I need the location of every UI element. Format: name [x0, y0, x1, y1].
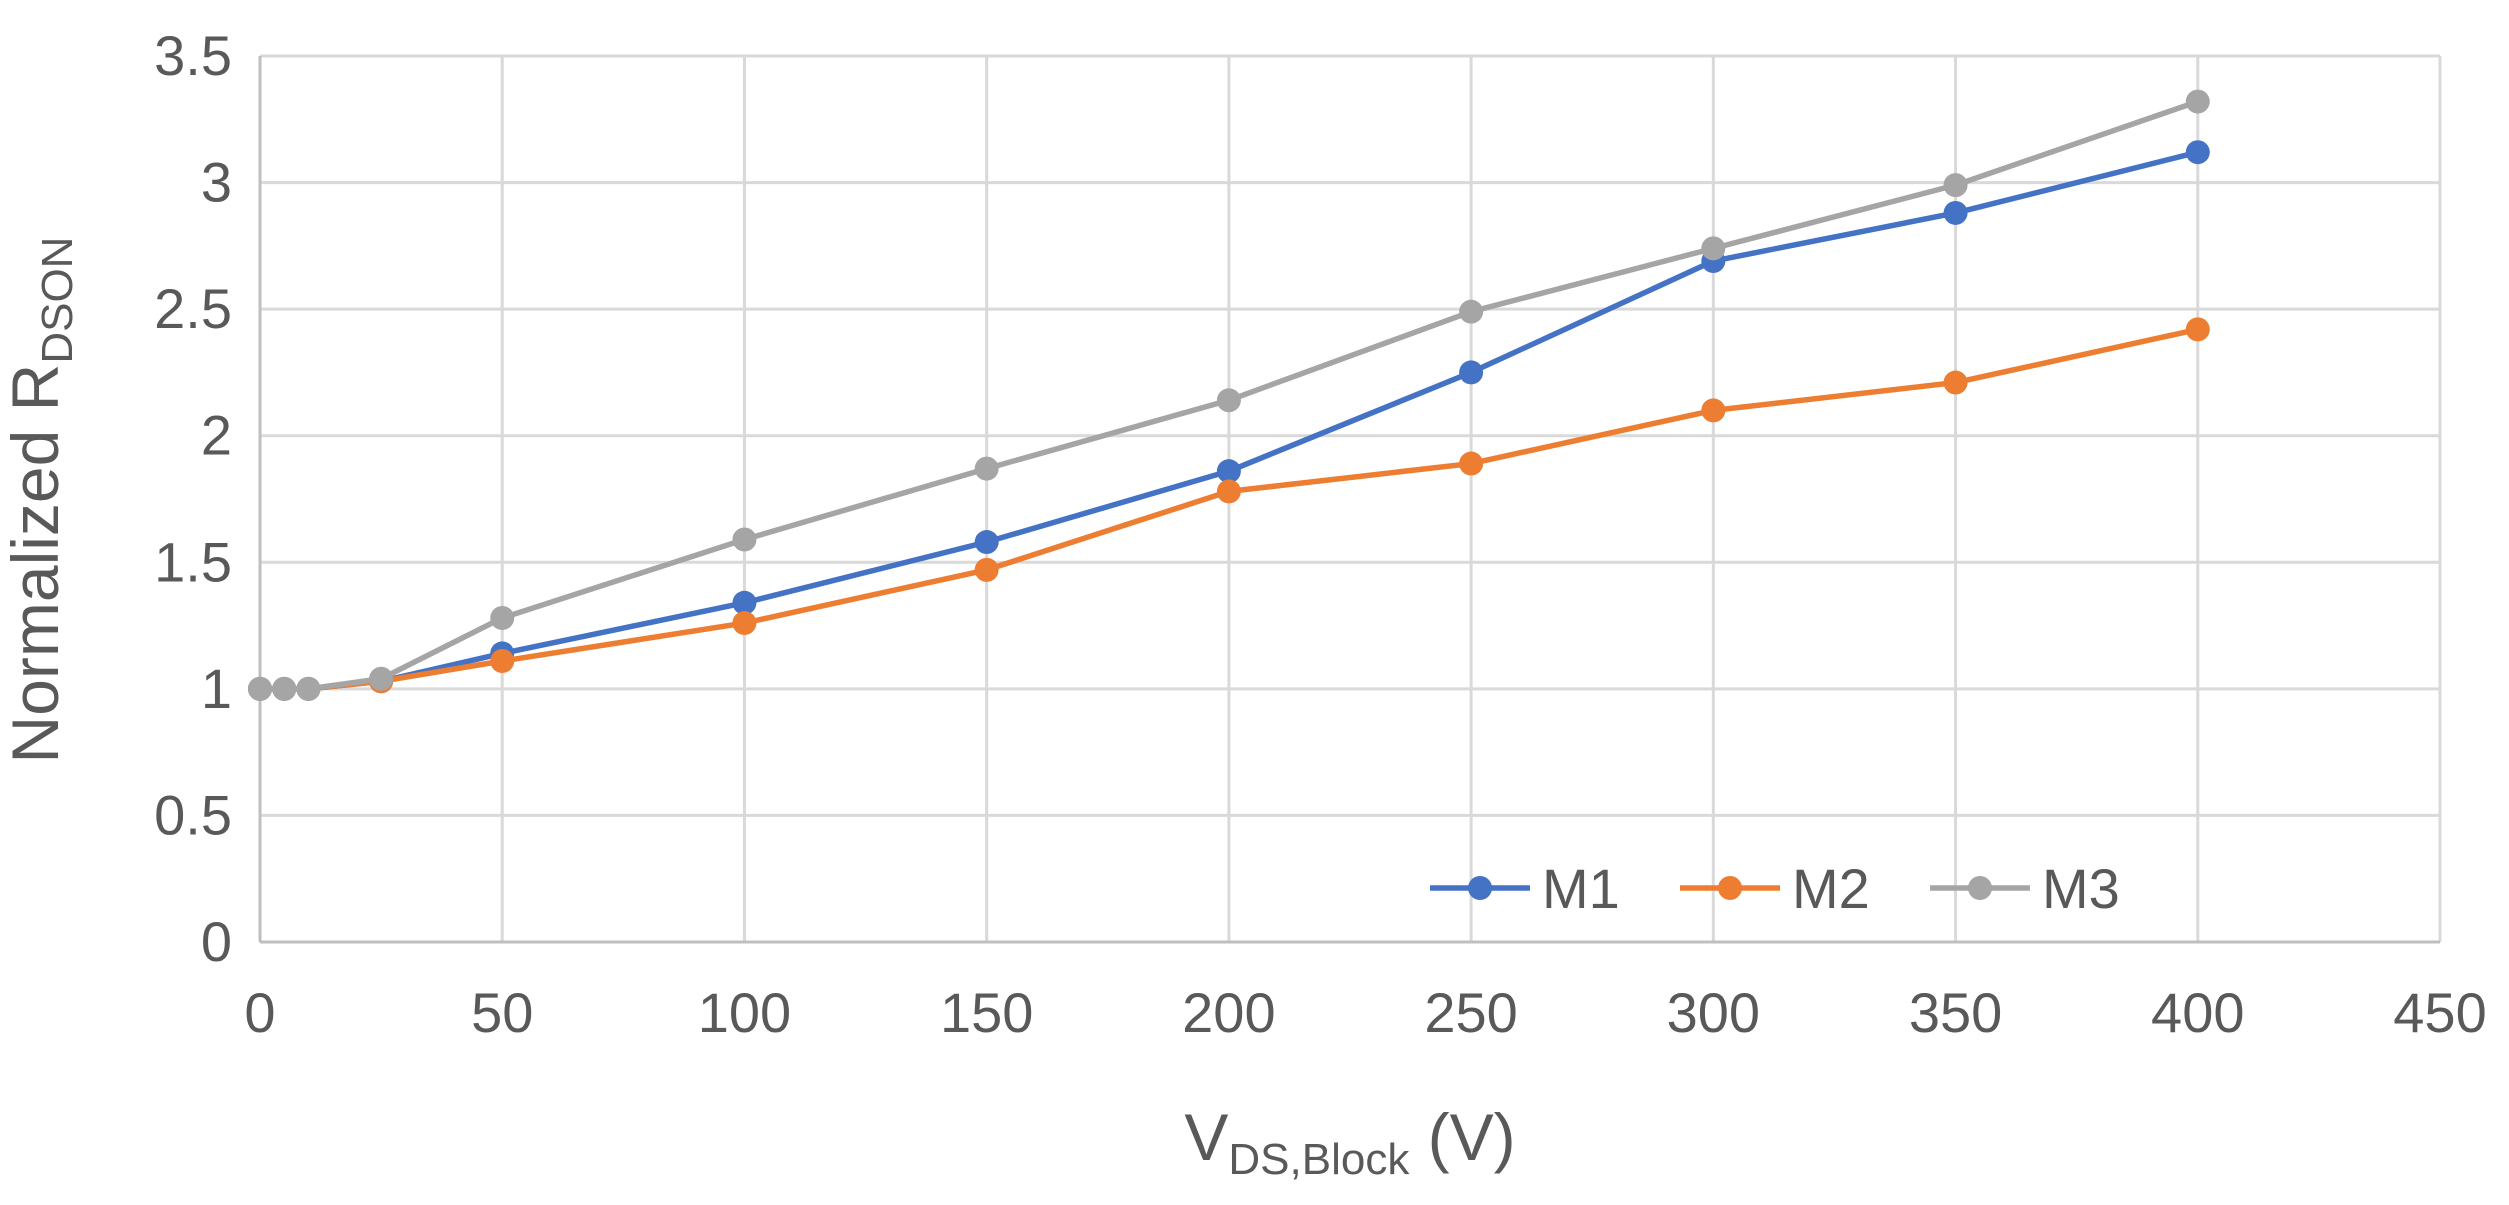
data-point-m3: [272, 676, 297, 701]
tick-labels: 0 0.5 1 1.5 2 2.5 3 3.5 0 50 100 150 200 250 300 350 400…: [154, 24, 2487, 1044]
x-tick-label: 350: [1909, 981, 2002, 1044]
legend-swatch-marker: [1968, 876, 1992, 900]
data-point-m3: [974, 456, 999, 481]
data-point-m3: [2185, 89, 2210, 114]
data-point-m3: [1216, 388, 1241, 413]
x-tick-label: 150: [940, 981, 1033, 1044]
x-tick-label: 0: [244, 981, 275, 1044]
data-point-m2: [974, 557, 999, 582]
legend-label: M3: [2042, 857, 2120, 920]
y-tick-label: 1.5: [154, 530, 232, 593]
x-tick-label: 100: [698, 981, 791, 1044]
data-point-m2: [1701, 398, 1726, 423]
y-tick-label: 2: [201, 404, 232, 467]
legend-swatch-marker: [1718, 876, 1742, 900]
series-m3: [248, 89, 2210, 701]
data-point-m1: [1216, 459, 1241, 484]
legend-label: M2: [1792, 857, 1870, 920]
x-tick-label: 200: [1182, 981, 1275, 1044]
gridlines: [258, 54, 2442, 944]
legend-label: M1: [1542, 857, 1620, 920]
data-point-m3: [1701, 236, 1726, 261]
data-point-m3: [1943, 173, 1968, 198]
data-point-m3: [369, 666, 394, 691]
data-point-m1: [2185, 140, 2210, 165]
data-point-m2: [1943, 370, 1968, 395]
data-point-m1: [1459, 360, 1484, 385]
data-point-m2: [2185, 317, 2210, 342]
data-point-m1: [974, 530, 999, 555]
y-tick-label: 1: [201, 657, 232, 720]
x-tick-label: 400: [2151, 981, 2244, 1044]
data-point-m1: [1943, 200, 1968, 225]
legend-item-m2: M2: [1680, 857, 1870, 920]
data-point-m3: [732, 527, 757, 552]
data-point-m2: [732, 611, 757, 636]
legend-item-m1: M1: [1430, 857, 1620, 920]
y-tick-label: 3.5: [154, 24, 232, 87]
y-tick-label: 2.5: [154, 277, 232, 340]
data-point-m3: [490, 605, 515, 630]
x-tick-label: 450: [2393, 981, 2486, 1044]
x-axis-title: VDS,Block (V): [1184, 1100, 1515, 1184]
data-point-m1: [732, 590, 757, 615]
data-point-m3: [1459, 299, 1484, 324]
legend-swatch-marker: [1468, 876, 1492, 900]
y-tick-label: 0.5: [154, 783, 232, 846]
series-layer: [248, 89, 2210, 701]
data-point-m2: [1459, 451, 1484, 476]
legend-item-m3: M3: [1930, 857, 2120, 920]
y-tick-label: 3: [201, 151, 232, 214]
y-tick-label: 0: [201, 910, 232, 973]
x-tick-label: 300: [1667, 981, 1760, 1044]
data-point-m2: [490, 649, 515, 674]
data-point-m2: [1216, 479, 1241, 504]
data-point-m3: [296, 676, 321, 701]
legend: M1 M2 M3: [1430, 857, 2120, 920]
x-tick-label: 50: [471, 981, 533, 1044]
x-tick-label: 250: [1424, 981, 1517, 1044]
axes: [258, 56, 2440, 944]
data-point-m3: [248, 676, 272, 701]
y-axis-title: Normalized RDSON: [0, 237, 82, 764]
